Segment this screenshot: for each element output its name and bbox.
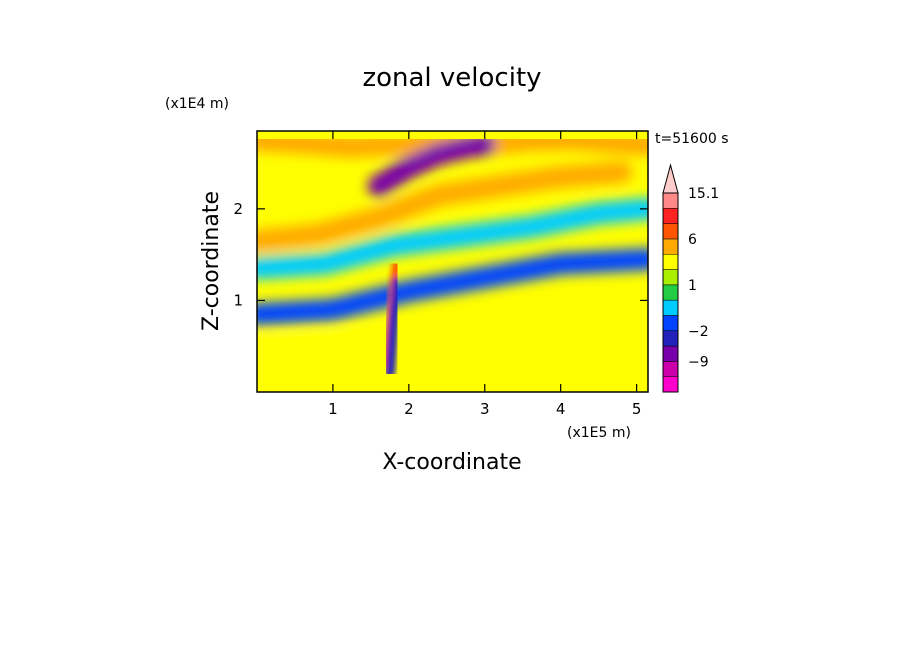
y-tick-label: 1 — [233, 291, 243, 309]
y-axis: 12 — [233, 200, 648, 309]
x-tick-label: 3 — [480, 400, 490, 418]
field-band — [257, 307, 648, 362]
x-tick-label: 1 — [328, 400, 338, 418]
colorbar-label: 15.1 — [688, 186, 719, 202]
colorbar-bin — [662, 192, 679, 209]
colorbar: 15.1 6 1 −2 −9 — [662, 163, 719, 393]
colorbar-label: −9 — [688, 354, 709, 370]
y-axis-label: Z-coordinate — [199, 191, 224, 331]
colorbar-bin — [662, 345, 679, 362]
colorbar-bin — [662, 238, 679, 255]
field-band — [257, 161, 633, 252]
x-axis-label: X-coordinate — [382, 450, 521, 475]
x-tick-label: 2 — [404, 400, 414, 418]
y-tick-label: 2 — [233, 200, 243, 218]
velocity-field — [257, 131, 648, 362]
field-band — [367, 133, 496, 197]
colorbar-label: 1 — [688, 278, 697, 294]
x-tick-label: 5 — [632, 400, 642, 418]
colorbar-frame — [662, 192, 679, 393]
colorbar-bin — [662, 284, 679, 301]
colorbar-bin — [662, 376, 679, 393]
colorbar-extend-max — [662, 163, 679, 194]
colorbar-label: 6 — [688, 232, 697, 248]
velocity-field-detail — [381, 258, 403, 379]
colorbar-bin — [662, 299, 679, 316]
y-unit-label: (x1E4 m) — [165, 96, 229, 112]
field-band — [257, 197, 648, 280]
field-band — [257, 248, 648, 326]
field-band — [384, 277, 403, 379]
colorbar-label: −2 — [688, 324, 709, 340]
chart-title: zonal velocity — [362, 63, 541, 93]
time-label: t=51600 s — [655, 131, 729, 147]
colorbar-bin — [662, 361, 679, 377]
colorbar-bin — [662, 269, 679, 286]
colorbar-bin — [662, 223, 679, 240]
colorbar-bin — [662, 315, 679, 332]
colorbar-bin — [662, 208, 679, 224]
plot-area — [257, 131, 648, 392]
x-unit-label: (x1E5 m) — [567, 425, 631, 441]
x-tick-label: 4 — [556, 400, 566, 418]
plot-frame — [256, 130, 649, 393]
colorbar-bin — [662, 330, 679, 347]
x-axis: 1 2 3 4 5 — [328, 131, 641, 418]
colorbar-bin — [662, 253, 679, 270]
